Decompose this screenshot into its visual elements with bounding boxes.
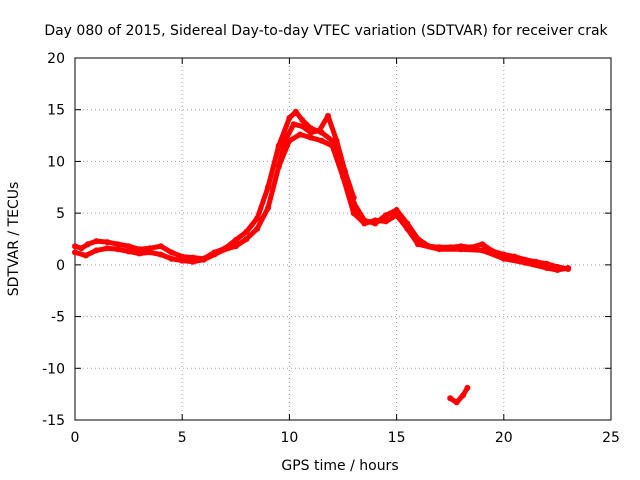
y-tick-label: 15: [47, 103, 65, 119]
data-point: [554, 267, 561, 273]
x-tick-label: 5: [178, 430, 187, 446]
data-point: [84, 241, 91, 248]
data-point: [168, 255, 175, 262]
data-point: [189, 258, 196, 265]
data-point: [325, 112, 331, 119]
data-point: [147, 245, 153, 252]
y-tick-label: 5: [56, 206, 65, 222]
data-point: [299, 123, 306, 130]
y-tick-label: 0: [56, 258, 65, 274]
data-point: [307, 134, 314, 141]
series-line-outlier: [447, 385, 470, 405]
data-point: [342, 168, 349, 175]
data-point: [479, 241, 486, 248]
data-point: [157, 251, 164, 258]
data-point: [500, 255, 507, 262]
data-point: [316, 127, 323, 134]
data-point: [361, 220, 368, 227]
data-point: [299, 117, 306, 124]
data-point: [393, 207, 400, 213]
data-point: [522, 259, 529, 266]
data-point: [290, 121, 297, 128]
data-point: [447, 395, 454, 402]
data-point: [333, 137, 340, 144]
data-point: [282, 137, 289, 144]
data-point: [307, 129, 314, 136]
data-point: [243, 236, 250, 242]
data-point: [136, 250, 143, 257]
data-point: [457, 246, 464, 253]
data-point: [265, 184, 271, 191]
data-point: [292, 108, 299, 115]
data-point: [436, 246, 443, 253]
data-point: [147, 249, 153, 256]
y-tick-label: -15: [42, 413, 65, 429]
data-series: [72, 108, 572, 406]
data-point: [125, 243, 132, 250]
series-line-upper-branch: [276, 113, 357, 201]
data-point: [104, 245, 111, 252]
data-point: [254, 215, 261, 222]
y-axis-label: SDTVAR / TECUs: [6, 182, 22, 297]
data-point: [464, 384, 471, 391]
data-point: [350, 194, 357, 201]
data-point: [460, 392, 467, 399]
data-point: [211, 251, 218, 258]
x-tick-label: 20: [495, 430, 513, 446]
data-point: [78, 245, 85, 252]
x-axis-label: GPS time / hours: [281, 458, 398, 474]
data-point: [265, 205, 271, 211]
data-point: [329, 142, 336, 149]
data-point: [72, 243, 78, 250]
x-tick-label: 25: [602, 430, 620, 446]
chart-title: Day 080 of 2015, Sidereal Day-to-day VTE…: [44, 23, 608, 39]
data-point: [286, 115, 293, 121]
data-point: [453, 399, 460, 406]
data-point: [275, 163, 282, 170]
data-point: [82, 252, 89, 259]
plot-frame: [74, 57, 612, 421]
y-tick-label: -5: [51, 310, 65, 326]
y-tick-label: 20: [47, 51, 65, 67]
data-point: [93, 238, 100, 245]
data-point: [232, 243, 239, 250]
data-point: [222, 246, 229, 253]
data-point: [72, 249, 78, 256]
data-point: [200, 256, 207, 263]
axis-ticks: 0 5 10 15 20 25 -15 -10 -5 0 5 10 15 20: [42, 51, 620, 446]
data-point: [243, 228, 250, 235]
data-point: [254, 225, 261, 232]
data-point: [157, 243, 164, 250]
data-point: [114, 246, 121, 253]
data-point: [168, 249, 175, 256]
data-point: [372, 217, 379, 224]
y-tick-label: -10: [42, 361, 65, 377]
data-point: [318, 137, 325, 144]
data-point: [565, 265, 572, 271]
data-point: [415, 241, 421, 248]
data-point: [382, 218, 389, 225]
data-point: [382, 212, 389, 219]
data-point: [275, 142, 282, 149]
data-point: [393, 212, 400, 219]
data-point: [125, 248, 132, 255]
y-tick-label: 10: [47, 154, 65, 170]
data-point: [297, 131, 304, 138]
data-point: [543, 265, 550, 271]
data-point: [114, 241, 121, 248]
data-point: [479, 247, 486, 254]
grid-lines: [75, 58, 611, 420]
x-tick-label: 15: [388, 430, 406, 446]
data-point: [404, 225, 411, 232]
data-point: [179, 257, 186, 264]
data-point: [350, 210, 357, 217]
data-point: [93, 247, 100, 254]
data-point: [232, 237, 239, 243]
x-tick-label: 0: [71, 430, 80, 446]
data-point: [104, 239, 111, 246]
x-tick-label: 10: [280, 430, 298, 446]
